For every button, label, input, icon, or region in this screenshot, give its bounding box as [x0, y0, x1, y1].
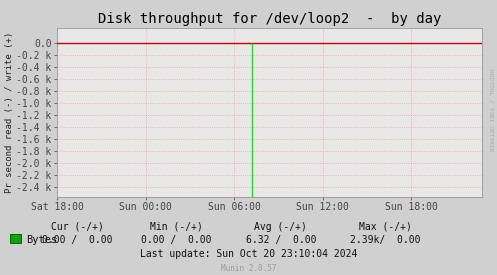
Text: 0.00 /  0.00: 0.00 / 0.00: [141, 235, 212, 245]
Y-axis label: Pr second read (-) / write (+): Pr second read (-) / write (+): [4, 31, 13, 193]
Text: Max (-/+): Max (-/+): [359, 222, 412, 232]
Text: Cur (-/+): Cur (-/+): [51, 222, 103, 232]
Title: Disk throughput for /dev/loop2  -  by day: Disk throughput for /dev/loop2 - by day: [98, 12, 441, 26]
Text: Munin 2.0.57: Munin 2.0.57: [221, 265, 276, 273]
Text: RRDTOOL / TOBI OETIKER: RRDTOOL / TOBI OETIKER: [488, 69, 493, 151]
Text: 2.39k/  0.00: 2.39k/ 0.00: [350, 235, 420, 245]
Text: Min (-/+): Min (-/+): [150, 222, 203, 232]
Text: Last update: Sun Oct 20 23:10:04 2024: Last update: Sun Oct 20 23:10:04 2024: [140, 249, 357, 259]
Text: Bytes: Bytes: [26, 235, 57, 245]
Text: 0.00 /  0.00: 0.00 / 0.00: [42, 235, 112, 245]
Text: Avg (-/+): Avg (-/+): [254, 222, 307, 232]
Text: 6.32 /  0.00: 6.32 / 0.00: [246, 235, 316, 245]
